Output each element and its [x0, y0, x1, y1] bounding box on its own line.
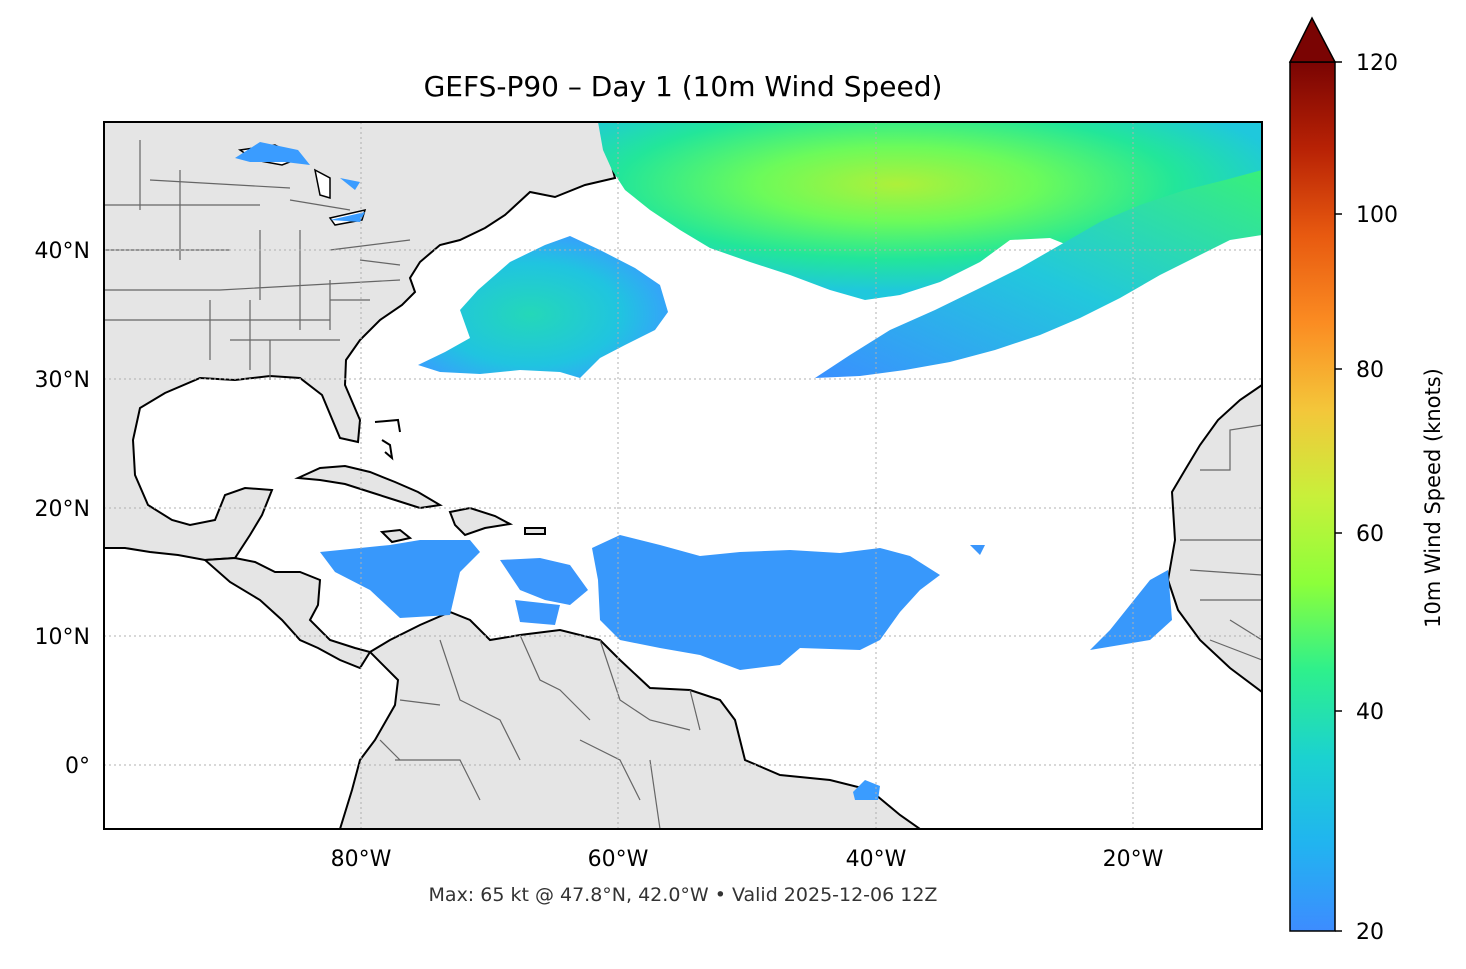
- lon-tick-labels: 80°W 60°W 40°W 20°W: [331, 847, 1164, 872]
- lon-tick-20w: 20°W: [1103, 847, 1164, 872]
- map-footer: Max: 65 kt @ 47.8°N, 42.0°W • Valid 2025…: [428, 884, 938, 906]
- subtropical-band: [815, 170, 1262, 378]
- west-africa-offshore: [1090, 570, 1172, 650]
- lon-tick-40w: 40°W: [846, 847, 907, 872]
- land-jamaica: [379, 528, 413, 544]
- land-north-america: [104, 122, 617, 562]
- land-south-america: [338, 610, 922, 829]
- colorbar-label: 10m Wind Speed (knots): [1421, 368, 1445, 628]
- map-frame: [103, 121, 1263, 830]
- lat-tick-20n: 20°N: [35, 497, 90, 522]
- gridlines: [104, 122, 1262, 829]
- north-atlantic-storm: [598, 122, 1262, 300]
- colorbar-tick-80: 80: [1356, 358, 1384, 383]
- colorbar-extend-arrow: [1288, 16, 1337, 63]
- lakes-wind-patch: [235, 142, 365, 222]
- land-central-america: [202, 556, 372, 670]
- colorbar-tick-100: 100: [1356, 203, 1398, 228]
- tropical-trade-winds: [320, 540, 480, 618]
- land-hispaniola: [448, 506, 514, 537]
- lat-tick-30n: 30°N: [35, 368, 90, 393]
- land-puerto-rico: [524, 527, 546, 535]
- colorbar-tick-40: 40: [1356, 700, 1384, 725]
- amazon-patch: [853, 780, 880, 800]
- colorbar: 20 40 60 80 100 120 10m Wind Speed (knot…: [1288, 16, 1445, 945]
- lat-tick-40n: 40°N: [35, 239, 90, 264]
- lat-tick-0: 0°: [65, 754, 90, 779]
- lat-tick-10n: 10°N: [35, 625, 90, 650]
- tropical-patches: [500, 545, 985, 625]
- western-atlantic-gale: [418, 236, 668, 378]
- political-borders: [104, 140, 1262, 829]
- colorbar-tick-120: 120: [1356, 51, 1398, 76]
- colorbar-tick-60: 60: [1356, 522, 1384, 547]
- colorbar-tick-20: 20: [1356, 920, 1384, 945]
- land-bahamas: [374, 418, 401, 461]
- map-title: GEFS-P90 – Day 1 (10m Wind Speed): [423, 70, 943, 103]
- lon-tick-60w: 60°W: [588, 847, 649, 872]
- land-cuba: [294, 464, 443, 510]
- colorbar-gradient: [1289, 61, 1336, 932]
- lat-tick-labels: 40°N 30°N 20°N 10°N 0°: [35, 239, 90, 779]
- land-africa: [1166, 383, 1262, 694]
- lon-tick-80w: 80°W: [331, 847, 392, 872]
